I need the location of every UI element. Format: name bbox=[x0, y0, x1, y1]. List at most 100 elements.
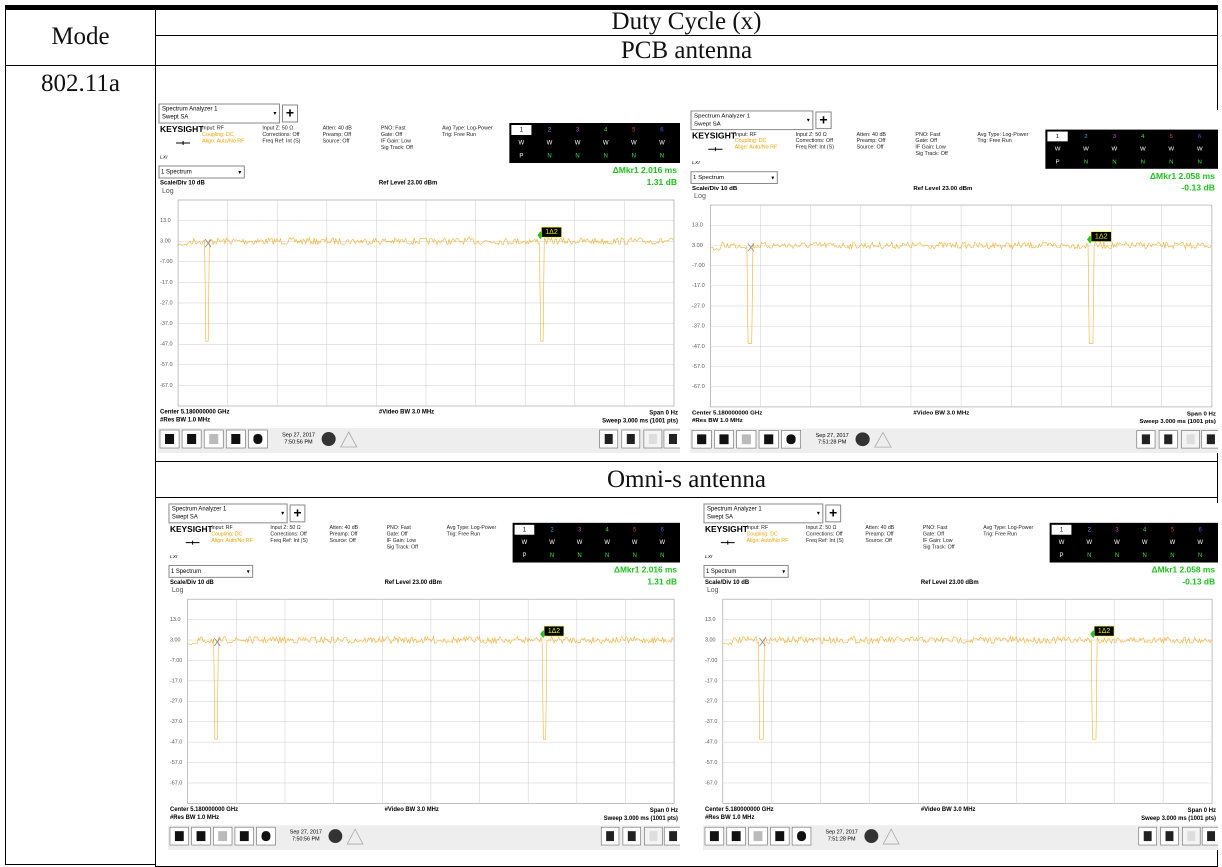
y-label: 3.00 bbox=[705, 637, 716, 643]
trace bbox=[722, 635, 1212, 740]
pcb-header: PCB antenna bbox=[155, 35, 1218, 66]
info-text: Preamp: Off bbox=[329, 532, 357, 538]
task-icon bbox=[165, 434, 175, 444]
input-icon bbox=[720, 540, 735, 545]
info-text: Sig Track: Off bbox=[915, 151, 948, 157]
info-text: Atten: 40 dB bbox=[857, 132, 887, 138]
info-text: Align: Auto/No RF bbox=[211, 538, 252, 544]
center: Center 5.180000000 GHz bbox=[160, 410, 230, 416]
trace-1-hi bbox=[1051, 524, 1072, 535]
time: 7:50:56 PM bbox=[284, 439, 313, 445]
y-label: -67.0 bbox=[170, 780, 182, 786]
marker-value: 1.31 dB bbox=[647, 577, 677, 587]
trace-cell: N bbox=[1112, 160, 1116, 166]
y-label: -67.0 bbox=[160, 383, 173, 389]
spectrum: 1 Spectrum bbox=[706, 569, 736, 575]
trace-cell: N bbox=[547, 154, 551, 160]
y-label: -17.0 bbox=[160, 280, 173, 286]
plus-box bbox=[281, 104, 299, 123]
task-icon bbox=[218, 831, 228, 842]
trace-panel bbox=[1045, 129, 1218, 169]
info-text: Source: Off bbox=[329, 538, 356, 544]
info-text: Atten: 40 dB bbox=[323, 125, 353, 131]
y-label: -17.0 bbox=[170, 678, 182, 684]
trace-cell: N bbox=[550, 553, 554, 559]
info-text: IF Gain: Low bbox=[923, 538, 953, 544]
marker-label: 1Δ2 bbox=[548, 628, 560, 635]
date: Sep 27, 2017 bbox=[282, 432, 315, 438]
trace-cell: N bbox=[575, 154, 579, 160]
y-label: -57.0 bbox=[692, 364, 705, 370]
info-text: Input: RF bbox=[735, 132, 757, 138]
info-text: Trig: Free Run bbox=[977, 138, 1011, 144]
info-text: Gate: Off bbox=[381, 132, 403, 138]
task-icon bbox=[174, 831, 184, 842]
brand: KEYSIGHT bbox=[160, 124, 204, 134]
trace-cell: W bbox=[577, 540, 583, 546]
y-label: 3.00 bbox=[160, 239, 171, 245]
window-title: Spectrum Analyzer 1 bbox=[172, 507, 226, 513]
trace-cell: N bbox=[660, 154, 664, 160]
task-icon bbox=[731, 831, 741, 842]
trace-cell: W bbox=[1055, 147, 1061, 153]
y-label: -47.0 bbox=[692, 344, 705, 350]
task-icon bbox=[627, 831, 636, 842]
info-text: Input: RF bbox=[202, 125, 225, 131]
trace-cell: W bbox=[549, 540, 555, 546]
y-label: 13.0 bbox=[160, 218, 171, 224]
info-text: Coupling: DC bbox=[735, 138, 767, 144]
task-icon bbox=[1143, 831, 1152, 842]
marker-box bbox=[543, 625, 565, 637]
trace-cell: W bbox=[604, 540, 610, 546]
task-icon bbox=[1165, 831, 1174, 842]
sweep: Sweep 3.000 ms (1001 pts) bbox=[1139, 419, 1216, 425]
y-label: -27.0 bbox=[170, 699, 182, 705]
spectrum-box bbox=[158, 165, 245, 179]
scale: Scale/Div 10 dB bbox=[170, 580, 214, 586]
lxi: LXI bbox=[170, 554, 178, 560]
info-text: Corrections: Off bbox=[806, 532, 843, 538]
chat-icon bbox=[328, 829, 343, 844]
trace-panel bbox=[1049, 522, 1218, 563]
trace bbox=[177, 236, 674, 342]
info-text: Gate: Off bbox=[923, 532, 945, 538]
window-title: Spectrum Analyzer 1 bbox=[707, 507, 762, 513]
trace-cell: W bbox=[519, 141, 525, 147]
task-icon bbox=[775, 831, 785, 842]
plus-box bbox=[289, 504, 306, 523]
y-label: -37.0 bbox=[170, 719, 182, 725]
info-text: Input Z: 50 Ω bbox=[806, 525, 837, 531]
task-icon bbox=[797, 831, 806, 842]
window-title: Spectrum Analyzer 1 bbox=[162, 107, 218, 113]
trace-cell: W bbox=[631, 141, 637, 147]
trace-cell: N bbox=[660, 553, 664, 559]
trace-cell: W bbox=[1140, 147, 1146, 153]
trace-1-hi bbox=[514, 524, 535, 535]
trace-cell: W bbox=[547, 141, 553, 147]
window-box bbox=[168, 503, 288, 524]
task-icon bbox=[604, 434, 613, 444]
info-text: Align: Auto/No RF bbox=[747, 538, 789, 544]
time: 7:51:28 PM bbox=[828, 837, 856, 843]
trace-1-hi bbox=[1047, 131, 1068, 142]
trace-cell: N bbox=[1141, 160, 1145, 166]
trace-cell: 4 bbox=[1143, 527, 1147, 533]
y-label: -67.0 bbox=[705, 780, 717, 786]
ref-level: Ref Level 23.00 dBm bbox=[379, 181, 437, 187]
marker-value: -0.13 dB bbox=[1181, 183, 1215, 193]
trace-cell: N bbox=[1115, 553, 1119, 559]
brand: KEYSIGHT bbox=[705, 524, 749, 534]
task-icon bbox=[669, 831, 678, 842]
spectrum: 1 Spectrum bbox=[171, 569, 201, 575]
marker-label: 1Δ2 bbox=[1095, 234, 1108, 241]
info-text: Avg Type: Log-Power bbox=[983, 525, 1033, 531]
scale: Scale/Div 10 dB bbox=[692, 186, 738, 192]
time: 7:51:28 PM bbox=[818, 440, 847, 446]
window-box bbox=[690, 110, 814, 131]
y-label: -67.0 bbox=[692, 384, 705, 390]
info-text: Corrections: Off bbox=[262, 132, 300, 138]
y-label: -27.0 bbox=[705, 699, 717, 705]
info-text: IF Gain: Low bbox=[381, 138, 411, 144]
